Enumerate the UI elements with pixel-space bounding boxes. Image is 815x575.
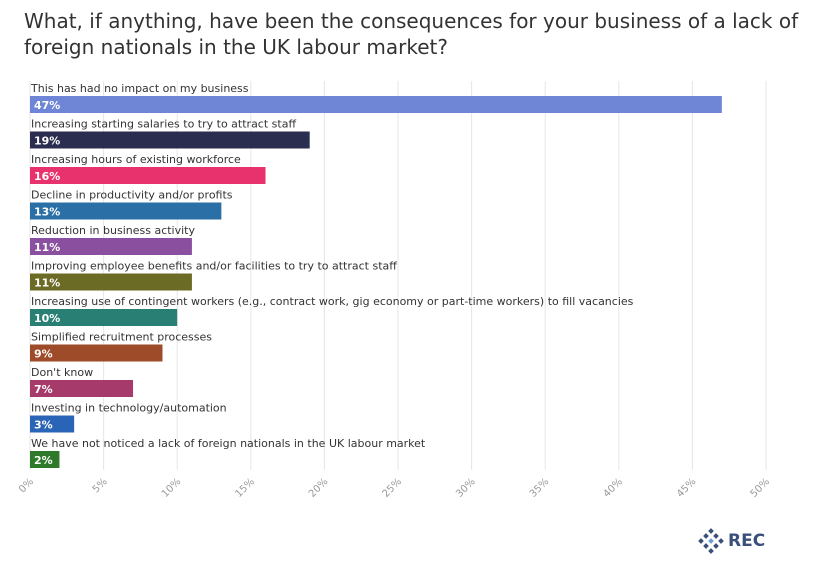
x-axis-ticks: 0% 5% 10% 15% 20% 25% 30% 35% 40% 45% 50% xyxy=(17,476,772,500)
data-label: 47% xyxy=(34,99,60,112)
x-tick-label: 50% xyxy=(749,476,773,500)
category-label: Improving employee benefits and/or facil… xyxy=(31,260,397,273)
category-label: Increasing hours of existing workforce xyxy=(31,153,241,166)
bar xyxy=(30,309,178,326)
x-tick-label: 25% xyxy=(381,476,405,500)
x-tick-label: 5% xyxy=(91,476,110,495)
category-label: Simplified recruitment processes xyxy=(31,331,212,344)
x-tick-label: 15% xyxy=(233,476,257,500)
category-label: Reduction in business activity xyxy=(31,224,195,237)
data-label: 11% xyxy=(34,241,60,254)
data-label: 9% xyxy=(34,348,53,361)
bar xyxy=(30,415,75,433)
rec-logo-text: REC xyxy=(728,531,766,551)
chart-title: What, if anything, have been the consequ… xyxy=(24,9,799,59)
x-tick-label: 30% xyxy=(454,476,478,500)
data-label: 7% xyxy=(34,383,53,396)
category-label: Don't know xyxy=(31,366,93,379)
data-label: 2% xyxy=(34,454,53,467)
data-label: 13% xyxy=(34,206,60,219)
bar xyxy=(30,96,722,113)
rec-logo: REC xyxy=(698,528,765,554)
category-label: Investing in technology/automation xyxy=(31,402,227,415)
x-tick-label: 0% xyxy=(17,476,36,495)
bar xyxy=(30,202,222,220)
category-label: Increasing starting salaries to try to a… xyxy=(31,118,296,131)
bars: This has had no impact on my business 47%… xyxy=(30,82,722,468)
data-label: 10% xyxy=(34,312,60,325)
data-label: 3% xyxy=(34,419,53,432)
data-label: 16% xyxy=(34,170,60,183)
bar xyxy=(30,167,266,184)
category-label: Increasing use of contingent workers (e.… xyxy=(31,295,634,308)
rec-logo-icon xyxy=(698,528,724,554)
category-label: Decline in productivity and/or profits xyxy=(31,189,233,202)
bar-chart: This has had no impact on my business 47%… xyxy=(17,81,772,500)
bar xyxy=(30,380,134,397)
data-label: 19% xyxy=(34,135,60,148)
gridlines xyxy=(29,81,767,470)
category-label: We have not noticed a lack of foreign na… xyxy=(31,437,426,450)
category-label: This has had no impact on my business xyxy=(30,82,249,95)
bar xyxy=(30,238,192,255)
bar xyxy=(30,131,310,149)
x-tick-label: 40% xyxy=(601,476,625,500)
bar xyxy=(30,344,163,362)
x-tick-label: 35% xyxy=(528,476,552,500)
x-tick-label: 45% xyxy=(675,476,699,500)
x-tick-label: 10% xyxy=(160,476,184,500)
data-label: 11% xyxy=(34,277,60,290)
x-tick-label: 20% xyxy=(307,476,331,500)
bar xyxy=(30,273,192,291)
bar xyxy=(30,451,60,468)
